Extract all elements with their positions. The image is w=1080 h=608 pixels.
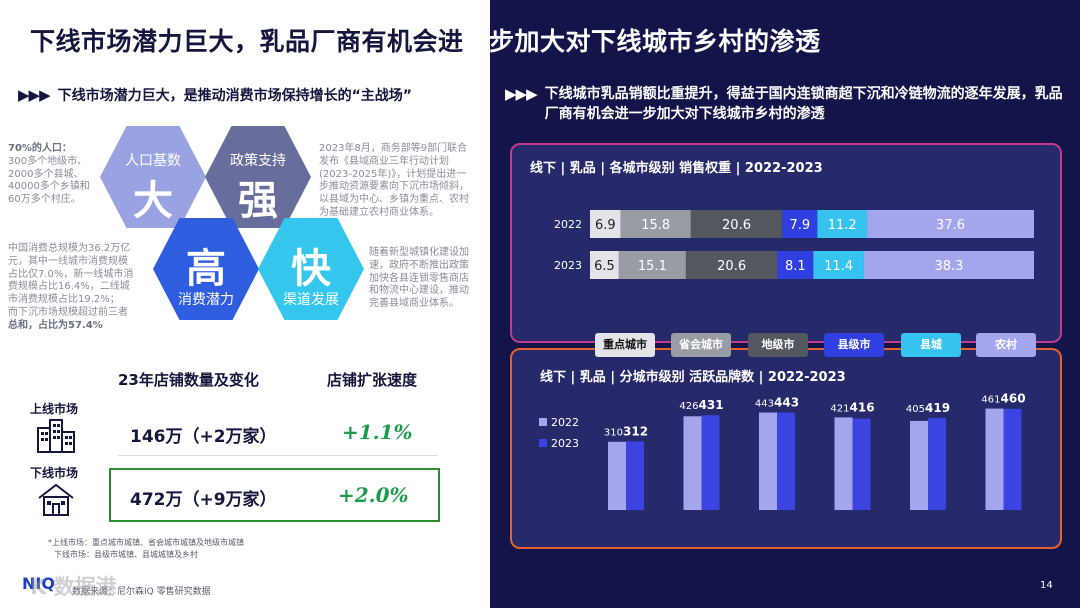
segment-value-label: 15.8	[641, 218, 670, 233]
brand-count-bar	[608, 441, 626, 510]
brand-count-bar	[701, 415, 720, 510]
legend-item: 县级市	[824, 333, 884, 357]
page-title: 下线市场潜力巨大，乳品厂商有机会进一步加大对下线城市乡村的渗透	[30, 27, 821, 56]
legend-item: 重点城市	[595, 333, 655, 357]
stacked-bar-segment	[690, 210, 783, 238]
brand-count-bar	[910, 420, 928, 510]
segment-value-label: 6.5	[594, 259, 615, 274]
brand-count-bar	[759, 412, 777, 510]
segment-value-label: 11.2	[828, 218, 857, 233]
segment-value-label: 6.9	[595, 218, 616, 233]
stacked-bar-segment	[813, 251, 864, 279]
brand-count-bar	[777, 412, 795, 510]
segment-value-label: 15.1	[638, 259, 667, 274]
year-axis-label: 2022	[554, 218, 582, 231]
segment-value-label: 7.9	[789, 218, 810, 233]
lower-store-count: 472万（+9万家）	[130, 490, 277, 510]
bar-value-label: 405419	[906, 401, 950, 415]
brand-count-chart-title: 线下 | 乳品 | 分城市级别 活跃品牌数 | 2022-2023	[540, 370, 846, 385]
upper-market-label: 上线市场	[30, 402, 79, 416]
legend-item: 省会城市	[671, 333, 731, 357]
channel-text: 随着新型城镇化建设加 速，政府不断推出政策 加快各县连锁零售商店 和物流中心建设…	[369, 247, 469, 310]
stores-count-header: 23年店铺数量及变化	[118, 371, 259, 389]
bar-value-label: 421416	[830, 400, 874, 414]
left-panel-background	[0, 0, 490, 608]
stacked-bar-segment	[777, 251, 814, 279]
segment-value-label: 8.1	[785, 259, 806, 274]
legend-item: 农村	[976, 333, 1036, 357]
data-source: 数据来源：尼尔森IQ 零售研究数据	[72, 587, 211, 597]
lower-market-highlight	[109, 468, 440, 522]
stacked-bar-segment	[685, 251, 778, 279]
population-text: 70%的人口： 300多个地级市、 2000多个县城、 40000多个乡镇和 6…	[8, 143, 90, 206]
stacked-bar-segment	[618, 251, 686, 279]
legend-item: 地级市	[748, 333, 808, 357]
hex-consumption: 高 消费潜力	[153, 218, 259, 320]
niq-logo: NIQ	[22, 574, 55, 593]
stores-speed-header: 店铺扩张速度	[327, 371, 418, 389]
sales-weight-chart-title: 线下 | 乳品 | 各城市级别 销售权重 | 2022-2023	[530, 161, 823, 176]
year-axis-label: 2023	[554, 259, 582, 272]
left-subtitle: ▶▶▶ 下线市场潜力巨大，是推动消费市场保持增长的“主战场”	[18, 86, 413, 104]
footnote-lower: 下线市场：县级市城镇、县城城镇及乡村	[54, 550, 198, 559]
bar-value-label: 443443	[755, 396, 799, 410]
page-number: 14	[1040, 580, 1053, 591]
series-legend-label: 2022	[551, 416, 579, 429]
brand-count-bar	[683, 416, 702, 510]
watermark: K 数据港	[30, 575, 117, 599]
segment-value-label: 20.6	[722, 218, 751, 233]
triple-arrow-icon: ▶▶▶	[18, 86, 51, 104]
triple-arrow-icon: ▶▶▶	[505, 85, 538, 103]
brand-count-bar	[852, 418, 871, 510]
bar-value-label: 310312	[604, 424, 648, 438]
brand-count-bar	[928, 417, 946, 510]
segment-value-label: 37.6	[936, 218, 965, 233]
brand-count-bar-chart: 2022 2023 310312 426431 443443 421416 405419 46…	[539, 392, 1026, 510]
right-subtitle: ▶▶▶ 下线城市乳品销额比重提升，得益于国内连锁商超下沉和冷链物流的逐年发展，乳品…	[505, 85, 1063, 122]
upper-store-count: 146万（+2万家）	[130, 427, 277, 447]
brand-count-bar	[626, 441, 644, 510]
stacked-bar-segment	[867, 210, 1034, 238]
footnote-upper: *上线市场：重点城市城镇、省会城市城镇及地级市城镇	[48, 538, 244, 547]
stacked-bar-segment	[863, 251, 1034, 279]
policy-text: 2023年8月，商务部等9部门联合 发布《县域商业三年行动计划 (2023-20…	[319, 143, 469, 218]
series-legend-swatch	[539, 439, 547, 447]
house-icon	[38, 483, 74, 516]
stacked-bar-segment	[590, 210, 621, 238]
series-legend-label: 2023	[551, 437, 579, 450]
stacked-bar-segment	[590, 251, 619, 279]
lower-expansion-speed: +2.0%	[338, 483, 409, 507]
row-divider	[118, 455, 438, 456]
stacked-bar-segment	[620, 210, 691, 238]
segment-value-label: 38.3	[934, 259, 963, 274]
segment-value-label: 11.4	[824, 259, 853, 274]
lower-market-label: 下线市场	[30, 466, 79, 480]
brand-count-bar	[1003, 408, 1022, 510]
sales-weight-stacked-chart: 2022 6.9 15.8 20.6 7.9 11.2 37.6 2023 6.5 15.1 20.…	[554, 210, 1034, 279]
bar-value-label: 426431	[679, 398, 723, 412]
city-buildings-icon	[37, 419, 75, 453]
segment-value-label: 20.6	[717, 259, 746, 274]
upper-expansion-speed: +1.1%	[342, 420, 413, 444]
consumption-text: 中国消费总规模为36.2万亿 元，其中一线城市消费规模 占比仅7.0%，新一线城…	[8, 243, 134, 331]
series-legend-swatch	[539, 418, 547, 426]
stacked-bar-segment	[782, 210, 818, 238]
bar-value-label: 461460	[981, 392, 1025, 406]
sales-weight-panel: 线下 | 乳品 | 各城市级别 销售权重 | 2022-2023	[510, 143, 1062, 343]
legend-item: 县城	[901, 333, 961, 357]
brand-count-bar	[985, 408, 1004, 510]
stacked-bar-segment	[817, 210, 868, 238]
brand-count-bar	[834, 417, 853, 510]
